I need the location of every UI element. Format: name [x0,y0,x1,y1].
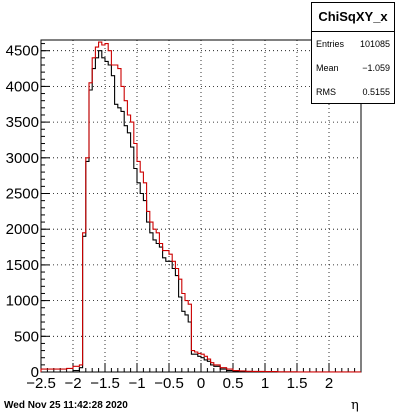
y-tick-label: 2500 [6,186,39,203]
stats-box: ChiSqXY_x Entries 101085 Mean −1.059 RMS… [311,2,395,104]
y-tick-label: 3500 [6,114,39,131]
stats-rms-row: RMS 0.5155 [312,80,394,104]
stats-mean-row: Mean −1.059 [312,56,394,80]
tick-labels: −2.5 −2 −1.5 −1 −0.5 0 0.5 1 1.5 2 0 500 1000 1500 200… [6,43,334,392]
y-tick-label: 0 [31,364,39,381]
stats-title: ChiSqXY_x [312,3,394,32]
stats-entries-row: Entries 101085 [312,32,394,56]
y-tick-label: 2000 [6,221,39,238]
rms-value: 0.5155 [362,87,390,97]
histogram-series [40,41,361,373]
y-tick-label: 4500 [6,43,39,60]
rms-label: RMS [316,87,336,97]
entries-value: 101085 [359,39,390,49]
x-tick-label: −2 [64,375,81,392]
y-tick-label: 3000 [6,150,39,167]
x-tick-label: 1 [261,375,269,392]
x-tick-label: −0.5 [154,375,184,392]
y-tick-label: 1500 [6,257,39,274]
x-tick-label: 0.5 [223,375,244,392]
mean-value: −1.059 [362,63,390,73]
y-tick-label: 1000 [6,293,39,310]
x-tick-label: −1 [128,375,145,392]
axis-ticks [40,43,362,373]
x-tick-label: 1.5 [287,375,308,392]
grid-lines [41,40,361,372]
x-axis-label: η [351,398,359,413]
y-tick-label: 500 [14,328,39,345]
x-tick-label: 0 [197,375,205,392]
x-tick-label: −2.5 [26,375,56,392]
histogram-series-2 [40,41,361,373]
entries-label: Entries [316,39,345,49]
x-tick-label: −1.5 [90,375,120,392]
x-tick-label: 2 [325,375,333,392]
mean-label: Mean [316,63,339,73]
y-tick-label: 4000 [6,78,39,95]
date-stamp: Wed Nov 25 11:42:28 2020 [4,400,128,411]
